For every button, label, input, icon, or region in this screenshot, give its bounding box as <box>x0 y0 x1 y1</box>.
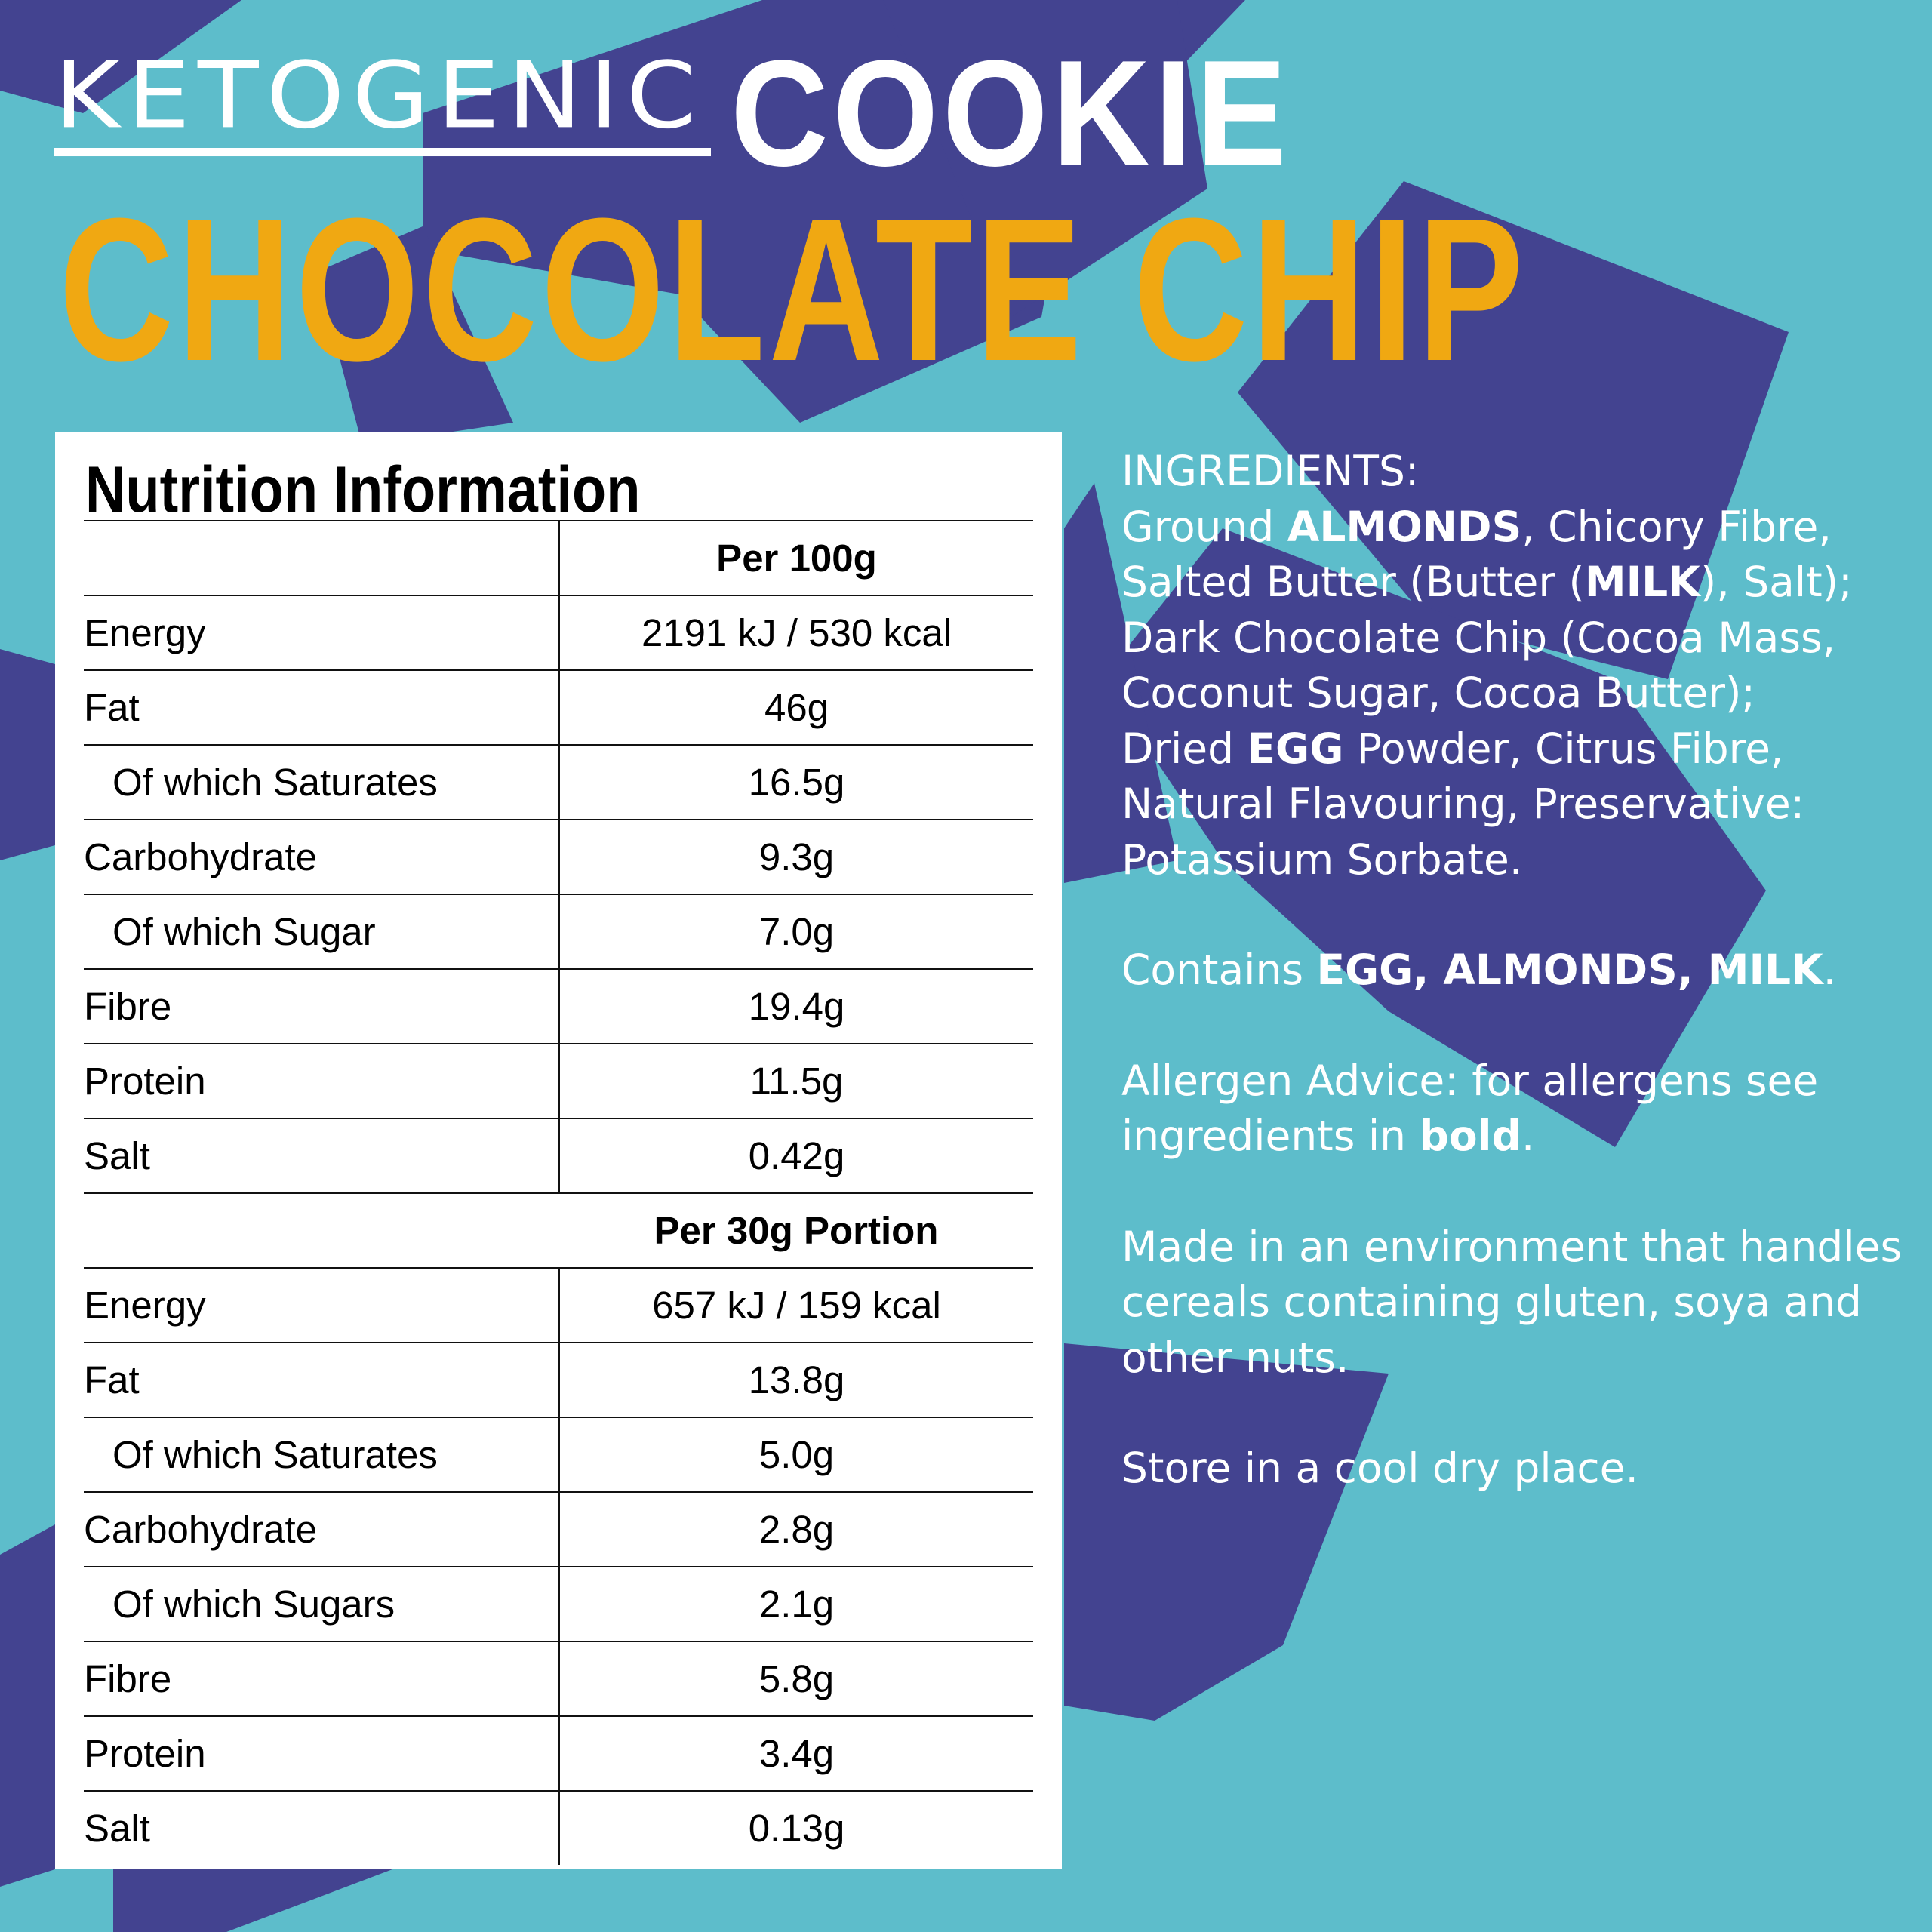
nutrient-value: 46g <box>558 669 1033 745</box>
nutrient-label: Protein <box>84 1043 559 1118</box>
environment-note: Made in an environment that handles cere… <box>1121 1222 1903 1382</box>
table-row: Protein 3.4g <box>84 1715 1033 1791</box>
table-row: Fibre 5.8g <box>84 1641 1033 1716</box>
allergen-word: MILK <box>1584 558 1700 606</box>
nutrient-label: Of which Saturates <box>84 1417 559 1492</box>
column-heading-per-100g: Per 100g <box>558 520 1033 595</box>
bg-shape <box>1102 528 1766 1147</box>
table-row: Carbohydrate 2.8g <box>84 1491 1033 1567</box>
allergen-word: EGG <box>1247 724 1344 773</box>
nutrient-value: 657 kJ / 159 kcal <box>558 1267 1033 1343</box>
allergen-advice-bold: bold <box>1419 1112 1521 1160</box>
nutrition-title: Nutrition Information <box>85 454 641 526</box>
nutrient-value: 2191 kJ / 530 kcal <box>558 595 1033 670</box>
nutrient-label: Carbohydrate <box>84 819 559 894</box>
ingredients-part: Powder, Citrus Fibre, Natural Flavouring… <box>1121 724 1805 884</box>
contains-label: Contains <box>1121 946 1317 994</box>
table-row: Energy 657 kJ / 159 kcal <box>84 1267 1033 1343</box>
ingredients-text: INGREDIENTS: Ground ALMONDS, Chicory Fibr… <box>1121 444 1906 888</box>
nutrient-value: 5.0g <box>558 1417 1033 1492</box>
table-row: Of which Saturates 5.0g <box>84 1417 1033 1492</box>
table-row: Of which Sugar 7.0g <box>84 894 1033 969</box>
nutrient-value: 16.5g <box>558 744 1033 820</box>
bg-shape <box>1064 1343 1389 1721</box>
product-name: COOKIE <box>731 29 1291 198</box>
allergen-advice-text: Allergen Advice: for allergens see ingre… <box>1121 1056 1819 1161</box>
nutrient-label: Protein <box>84 1715 559 1791</box>
nutrient-label: Carbohydrate <box>84 1491 559 1567</box>
nutrient-value: 19.4g <box>558 968 1033 1044</box>
bg-shape <box>113 1869 392 1932</box>
flavour-name: CHOCOLATE CHIP <box>59 177 1527 404</box>
table-header-row: Per 100g <box>84 520 1033 595</box>
table-row: Energy 2191 kJ / 530 kcal <box>84 595 1033 670</box>
bg-shape <box>0 649 55 860</box>
nutrient-value: 2.1g <box>558 1566 1033 1641</box>
ingredients-part: ), Salt); Dark Chocolate Chip (Cocoa Mas… <box>1121 558 1853 717</box>
nutrient-label: Of which Sugars <box>84 1566 559 1641</box>
ingredients-part: Ground <box>1121 502 1287 551</box>
table-row: Protein 11.5g <box>84 1043 1033 1118</box>
nutrient-label: Of which Sugar <box>84 894 559 969</box>
allergen-word: ALMONDS <box>1287 502 1522 551</box>
contains-text: Contains EGG, ALMONDS, MILK. <box>1121 943 1906 998</box>
table-row: Of which Sugars 2.1g <box>84 1566 1033 1641</box>
table-row: Carbohydrate 9.3g <box>84 819 1033 894</box>
allergen-advice: Allergen Advice: for allergens see ingre… <box>1121 1054 1906 1164</box>
nutrient-label: Salt <box>84 1118 559 1193</box>
brand-name: KETOGENIC <box>54 44 712 157</box>
punctuation: . <box>1823 946 1837 994</box>
table-header-row: Per 30g Portion <box>84 1192 1033 1268</box>
table-row: Fat 13.8g <box>84 1342 1033 1417</box>
bg-shape <box>883 0 1208 317</box>
table-cell <box>84 520 559 595</box>
bg-shape <box>1064 483 1177 883</box>
nutrient-label: Fibre <box>84 1641 559 1716</box>
table-row: Salt 0.13g <box>84 1790 1033 1865</box>
nutrient-value: 5.8g <box>558 1641 1033 1716</box>
nutrient-value: 0.42g <box>558 1118 1033 1193</box>
nutrient-label: Energy <box>84 595 559 670</box>
nutrient-label: Fat <box>84 1342 559 1417</box>
ingredients-part: Dried <box>1121 724 1247 773</box>
table-row: Fibre 19.4g <box>84 968 1033 1044</box>
ingredients-heading: INGREDIENTS: <box>1121 447 1420 495</box>
title-row: KETOGENIC COOKIE <box>54 38 1353 189</box>
nutrient-value: 0.13g <box>558 1790 1033 1865</box>
nutrient-label: Fibre <box>84 968 559 1044</box>
nutrient-value: 7.0g <box>558 894 1033 969</box>
bg-shape <box>1238 181 1789 679</box>
nutrient-label: Of which Saturates <box>84 744 559 820</box>
nutrient-value: 11.5g <box>558 1043 1033 1118</box>
column-heading-per-30g: Per 30g Portion <box>559 1192 1033 1268</box>
nutrient-label: Salt <box>84 1790 559 1865</box>
punctuation: . <box>1521 1112 1535 1160</box>
contains-allergens: EGG, ALMONDS, MILK <box>1316 946 1823 994</box>
ingredients-part: , Chicory Fibre, Salted Butter (Butter ( <box>1121 502 1832 607</box>
nutrient-value: 3.4g <box>558 1715 1033 1791</box>
table-cell <box>84 1192 559 1268</box>
bg-shape <box>0 1524 55 1887</box>
nutrition-table: Per 100g Energy 2191 kJ / 530 kcal Fat 4… <box>84 520 1033 1865</box>
table-row: Fat 46g <box>84 669 1033 745</box>
bg-shape <box>317 226 513 445</box>
nutrition-panel: Nutrition Information Per 100g Energy 21… <box>55 432 1062 1869</box>
bg-shape <box>0 0 242 113</box>
nutrient-label: Fat <box>84 669 559 745</box>
table-row: Salt 0.42g <box>84 1118 1033 1193</box>
nutrient-value: 2.8g <box>558 1491 1033 1567</box>
nutrient-value: 13.8g <box>558 1342 1033 1417</box>
table-row: Of which Saturates 16.5g <box>84 744 1033 820</box>
ingredients-section: INGREDIENTS: Ground ALMONDS, Chicory Fibr… <box>1121 444 1906 1497</box>
nutrient-value: 9.3g <box>558 819 1033 894</box>
nutrient-label: Energy <box>84 1267 559 1343</box>
storage-note: Store in a cool dry place. <box>1121 1444 1638 1492</box>
